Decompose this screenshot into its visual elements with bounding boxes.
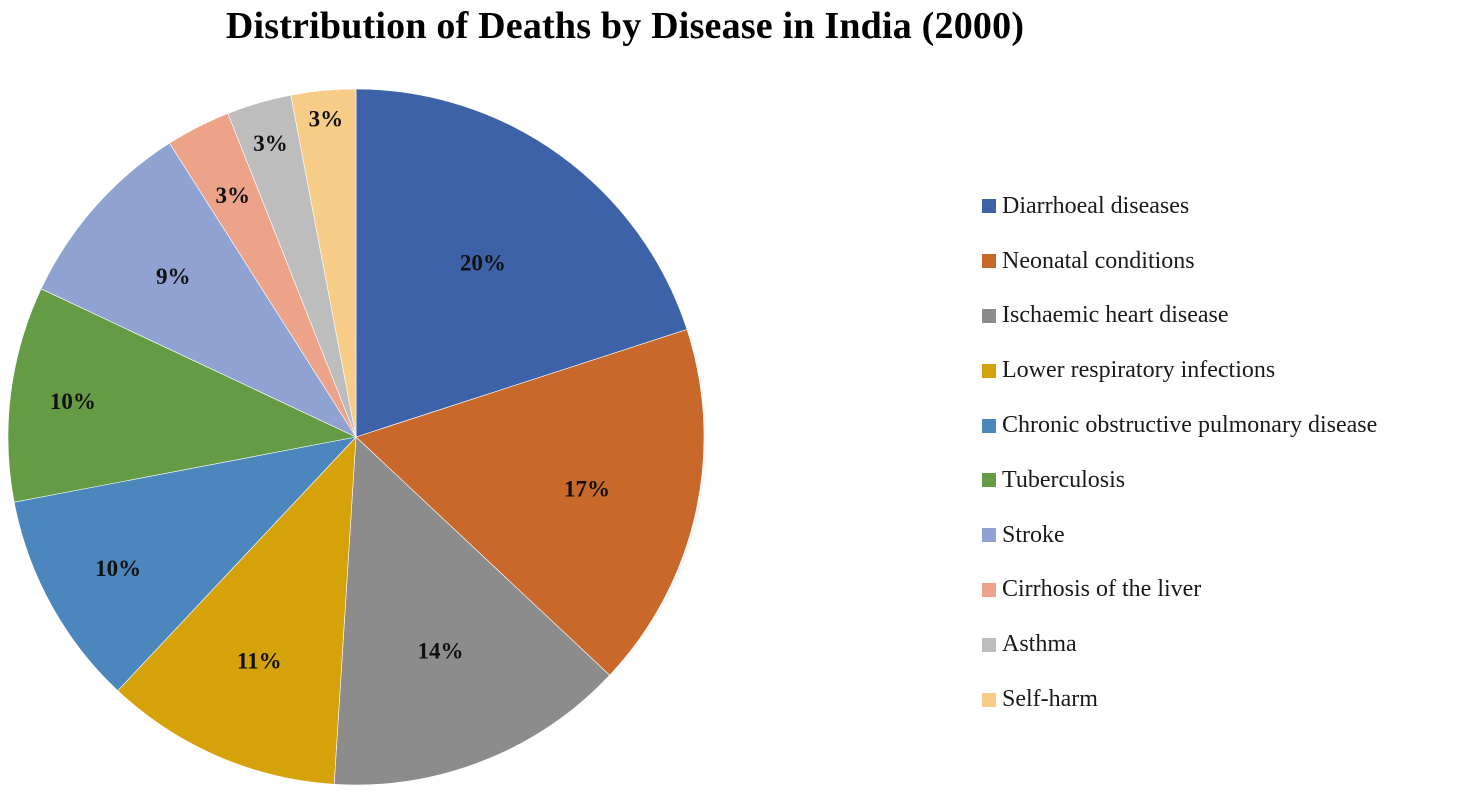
data-label-tuberculosis: 10%	[50, 389, 96, 414]
data-label-stroke: 9%	[156, 264, 191, 289]
legend-label: Tuberculosis	[1002, 466, 1126, 493]
legend-swatch	[982, 418, 996, 433]
slice-lower-respiratory-infections	[117, 436, 357, 785]
legend-swatch	[982, 582, 996, 597]
legend-item-asthma: Asthma	[982, 617, 1470, 672]
data-label-cirrhosis-of-the-liver: 3%	[216, 183, 251, 208]
slice-stroke	[40, 142, 357, 438]
legend-item-neonatal-conditions: Neonatal conditions	[982, 234, 1470, 289]
legend-label: Stroke	[1002, 521, 1065, 548]
legend-item-lower-respiratory-infections: Lower respiratory infections	[982, 343, 1470, 398]
legend-label: Cirrhosis of the liver	[1002, 576, 1202, 603]
legend-swatch	[982, 308, 996, 323]
pie-labels: 20% 17% 14% 11% 10% 10% 9% 3% 3% 3%	[50, 106, 610, 673]
legend-item-diarrhoeal-diseases: Diarrhoeal diseases	[982, 179, 1470, 234]
legend-label: Self-harm	[1002, 686, 1098, 713]
legend-swatch	[982, 254, 996, 269]
legend-label: Diarrhoeal diseases	[1002, 192, 1190, 219]
data-label-chronic-obstructive-pulmonary-disease: 10%	[95, 556, 141, 581]
pie-slices	[7, 88, 705, 786]
legend-swatch	[982, 692, 996, 707]
legend-item-ischaemic-heart-disease: Ischaemic heart disease	[982, 289, 1470, 344]
legend-item-cirrhosis-of-the-liver: Cirrhosis of the liver	[982, 563, 1470, 618]
slice-neonatal-conditions	[355, 329, 705, 676]
legend-label: Neonatal conditions	[1002, 247, 1195, 274]
legend-item-self-harm: Self-harm	[982, 672, 1470, 727]
legend-swatch	[982, 637, 996, 652]
legend-label: Chronic obstructive pulmonary disease	[1002, 412, 1378, 439]
data-label-self-harm: 3%	[309, 106, 344, 131]
slice-self-harm	[290, 88, 357, 438]
legend-swatch	[982, 473, 996, 488]
legend-swatch	[982, 199, 996, 214]
chart-title: Distribution of Deaths by Disease in Ind…	[225, 5, 1025, 47]
pie-chart: 20% 17% 14% 11% 10% 10% 9% 3% 3% 3%	[7, 88, 708, 786]
slice-ischaemic-heart-disease	[333, 436, 611, 786]
legend-item-tuberculosis: Tuberculosis	[982, 453, 1470, 508]
data-label-asthma: 3%	[253, 131, 288, 156]
legend-label: Asthma	[1002, 631, 1077, 658]
data-label-diarrhoeal-diseases: 20%	[460, 250, 506, 275]
slice-chronic-obstructive-pulmonary-disease	[13, 436, 357, 692]
slice-diarrhoeal-diseases	[355, 88, 688, 438]
legend: Diarrhoeal diseases Neonatal conditions Is…	[982, 179, 1470, 727]
data-label-ischaemic-heart-disease: 14%	[418, 639, 464, 664]
legend-label: Ischaemic heart disease	[1002, 302, 1229, 329]
slice-tuberculosis	[7, 288, 357, 503]
legend-swatch	[982, 363, 996, 378]
legend-item-stroke: Stroke	[982, 508, 1470, 563]
legend-label: Lower respiratory infections	[1002, 357, 1276, 384]
data-label-neonatal-conditions: 17%	[564, 477, 610, 502]
data-label-lower-respiratory-infections: 11%	[237, 649, 282, 674]
legend-item-chronic-obstructive-pulmonary-disease: Chronic obstructive pulmonary disease	[982, 398, 1470, 453]
legend-swatch	[982, 528, 996, 543]
